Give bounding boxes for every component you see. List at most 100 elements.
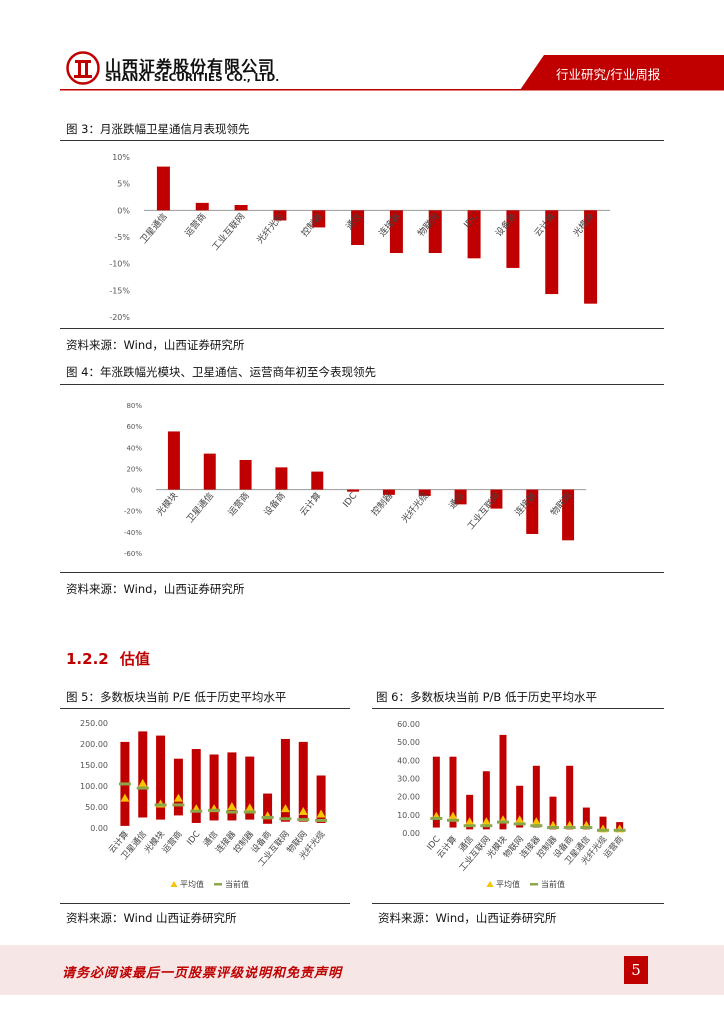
bar [167, 431, 180, 490]
x-tick-label: 卫星通信 [184, 490, 216, 525]
bar [195, 202, 209, 211]
range-bar [263, 793, 273, 824]
figure-caption: 图 5：多数板块当前 P/E 低于历史平均水平 [66, 690, 287, 704]
current-marker [154, 803, 167, 807]
y-tick-label: 100.00 [80, 782, 108, 791]
y-tick-label: 40.00 [397, 756, 420, 765]
current-marker [261, 816, 274, 819]
figure-source: 资料来源：Wind 山西证券研究所 [66, 911, 237, 925]
current-marker [136, 786, 149, 790]
y-tick-label: 150.00 [80, 761, 108, 770]
bar [454, 489, 467, 505]
current-marker [580, 826, 593, 830]
x-tick-label: 工业互联网 [465, 490, 502, 532]
range-bar [316, 775, 326, 823]
y-tick-label: 50.00 [85, 803, 108, 812]
average-marker [227, 802, 237, 810]
y-tick-label: -40% [124, 529, 142, 537]
bar [273, 210, 287, 221]
divider [60, 903, 350, 904]
range-bar [466, 794, 474, 830]
y-tick-label: 20.00 [397, 793, 420, 802]
bar [275, 467, 288, 490]
current-marker [172, 803, 185, 807]
bar [490, 489, 503, 509]
average-marker [316, 809, 326, 818]
bar [562, 489, 575, 541]
bar [584, 210, 598, 304]
divider [372, 708, 664, 709]
range-bar [280, 738, 290, 822]
current-marker [243, 810, 256, 814]
company-name-cn: 山西证券股份有限公司 [105, 57, 276, 76]
y-tick-label: 200.00 [80, 740, 108, 749]
y-tick-label: -20% [109, 313, 130, 322]
y-tick-label: 10% [112, 153, 130, 162]
x-tick-label: IDC [342, 491, 360, 510]
divider [60, 572, 664, 573]
page-footer [0, 945, 724, 995]
current-marker [480, 824, 493, 828]
range-bar [482, 771, 490, 830]
legend-label: 平均值 [180, 879, 204, 889]
section-title: 估值 [119, 650, 150, 668]
x-tick-label: IDC [185, 829, 202, 847]
bar [506, 210, 520, 268]
divider [60, 328, 664, 329]
x-tick-label: 运营商 [225, 490, 252, 518]
y-tick-label: 5% [117, 180, 130, 189]
y-tick-label: -60% [124, 550, 142, 558]
range-bar [227, 752, 237, 821]
range-bar [173, 758, 183, 816]
legend-current-icon [530, 883, 538, 886]
y-tick-label: -15% [109, 286, 130, 295]
current-marker [497, 820, 509, 824]
report-section-label: 行业研究/行业周报 [556, 67, 661, 82]
y-tick-label: 60.00 [397, 720, 420, 729]
x-tick-label: 光纤光缆 [399, 490, 431, 525]
bar [347, 489, 360, 492]
bar [234, 205, 248, 211]
range-bar [549, 796, 557, 830]
current-marker [208, 808, 221, 812]
range-bar [138, 731, 148, 818]
legend-average-icon [486, 881, 494, 887]
current-marker [315, 818, 328, 822]
y-tick-label: 20% [126, 465, 142, 473]
legend-label: 当前值 [225, 879, 249, 889]
current-marker [118, 782, 131, 786]
figure-source: 资料来源：Wind，山西证券研究所 [66, 582, 245, 596]
bar [156, 166, 170, 211]
x-tick-label: 运营商 [182, 211, 209, 239]
range-bar [516, 785, 524, 828]
y-tick-label: 80% [126, 402, 142, 410]
current-marker [597, 828, 609, 832]
divider [372, 903, 664, 904]
y-tick-label: 250.00 [80, 719, 108, 728]
bar [239, 459, 252, 490]
legend-label: 当前值 [541, 879, 565, 889]
ytd-change-chart: 80% 60% 40% 20% 0% -20% -40% -60% 光模块 卫星通信 运营商 设备商云… [124, 402, 586, 558]
current-marker [430, 816, 443, 820]
y-tick-label: 0% [117, 206, 130, 215]
y-tick-label: 30.00 [397, 775, 420, 784]
average-marker [280, 804, 290, 813]
bar [467, 210, 481, 259]
average-marker [173, 793, 183, 802]
legend-current-icon [214, 883, 222, 886]
y-tick-label: 10.00 [397, 811, 420, 820]
monthly-change-chart: 10%5%0%-5%-10%-15%-20%卫星通信 运营商 工业互联网 光纤光缆 控制… [109, 153, 610, 322]
y-tick-label: -20% [124, 508, 142, 516]
range-bar [191, 749, 201, 823]
current-marker [297, 818, 310, 822]
average-marker [298, 807, 308, 816]
y-tick-label: 60% [126, 423, 142, 431]
current-marker [447, 818, 459, 822]
section-number: 1.2.2 [66, 650, 109, 668]
range-bar [499, 734, 507, 830]
bar [351, 210, 365, 245]
figure-source: 资料来源：Wind，山西证券研究所 [66, 338, 245, 352]
section-heading: 1.2.2 估值 [66, 648, 150, 669]
range-bar [245, 756, 255, 820]
average-marker [448, 811, 458, 820]
